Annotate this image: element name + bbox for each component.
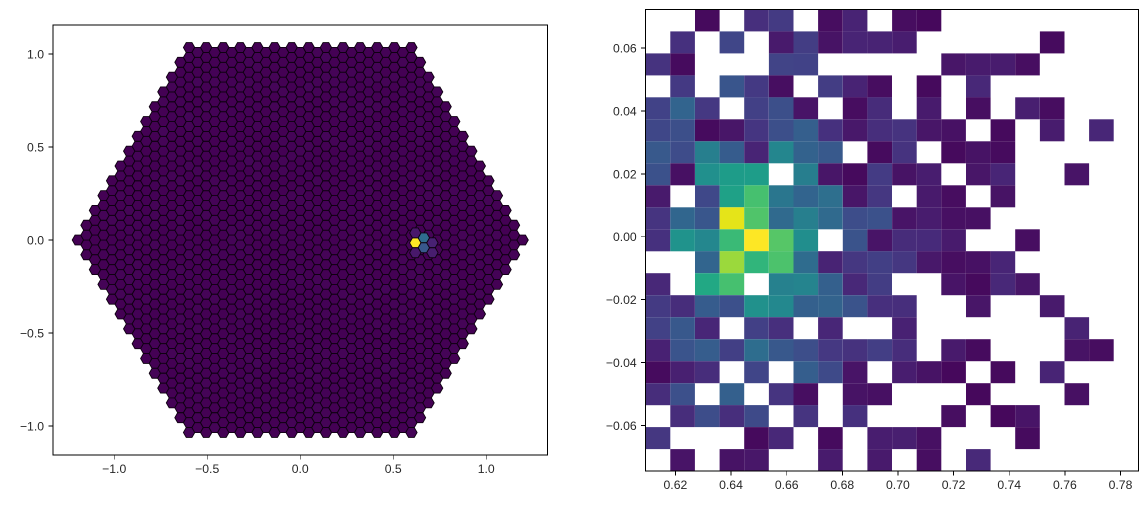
svg-text:0.72: 0.72 — [942, 478, 966, 492]
svg-text:0.0: 0.0 — [27, 234, 44, 248]
svg-text:0.04: 0.04 — [613, 105, 637, 119]
svg-text:0.02: 0.02 — [613, 167, 637, 181]
svg-text:0.62: 0.62 — [664, 478, 688, 492]
svg-text:−0.04: −0.04 — [606, 356, 637, 370]
svg-text:0.5: 0.5 — [27, 141, 44, 155]
svg-text:−1.0: −1.0 — [20, 420, 44, 434]
svg-text:0.68: 0.68 — [830, 478, 854, 492]
svg-text:0.66: 0.66 — [775, 478, 799, 492]
svg-text:0.70: 0.70 — [886, 478, 910, 492]
svg-text:0.76: 0.76 — [1053, 478, 1077, 492]
svg-text:0.64: 0.64 — [719, 478, 743, 492]
svg-text:−0.06: −0.06 — [606, 419, 637, 433]
svg-text:1.0: 1.0 — [478, 462, 495, 476]
svg-text:−0.5: −0.5 — [195, 462, 219, 476]
svg-text:−0.5: −0.5 — [20, 327, 44, 341]
svg-text:−0.02: −0.02 — [606, 293, 637, 307]
svg-text:0.78: 0.78 — [1109, 478, 1133, 492]
svg-text:−1.0: −1.0 — [102, 462, 126, 476]
svg-text:0.74: 0.74 — [997, 478, 1021, 492]
svg-text:0.5: 0.5 — [385, 462, 402, 476]
svg-text:0.0: 0.0 — [292, 462, 309, 476]
svg-text:0.06: 0.06 — [613, 42, 637, 56]
svg-text:1.0: 1.0 — [27, 48, 44, 62]
svg-text:0.00: 0.00 — [613, 230, 637, 244]
